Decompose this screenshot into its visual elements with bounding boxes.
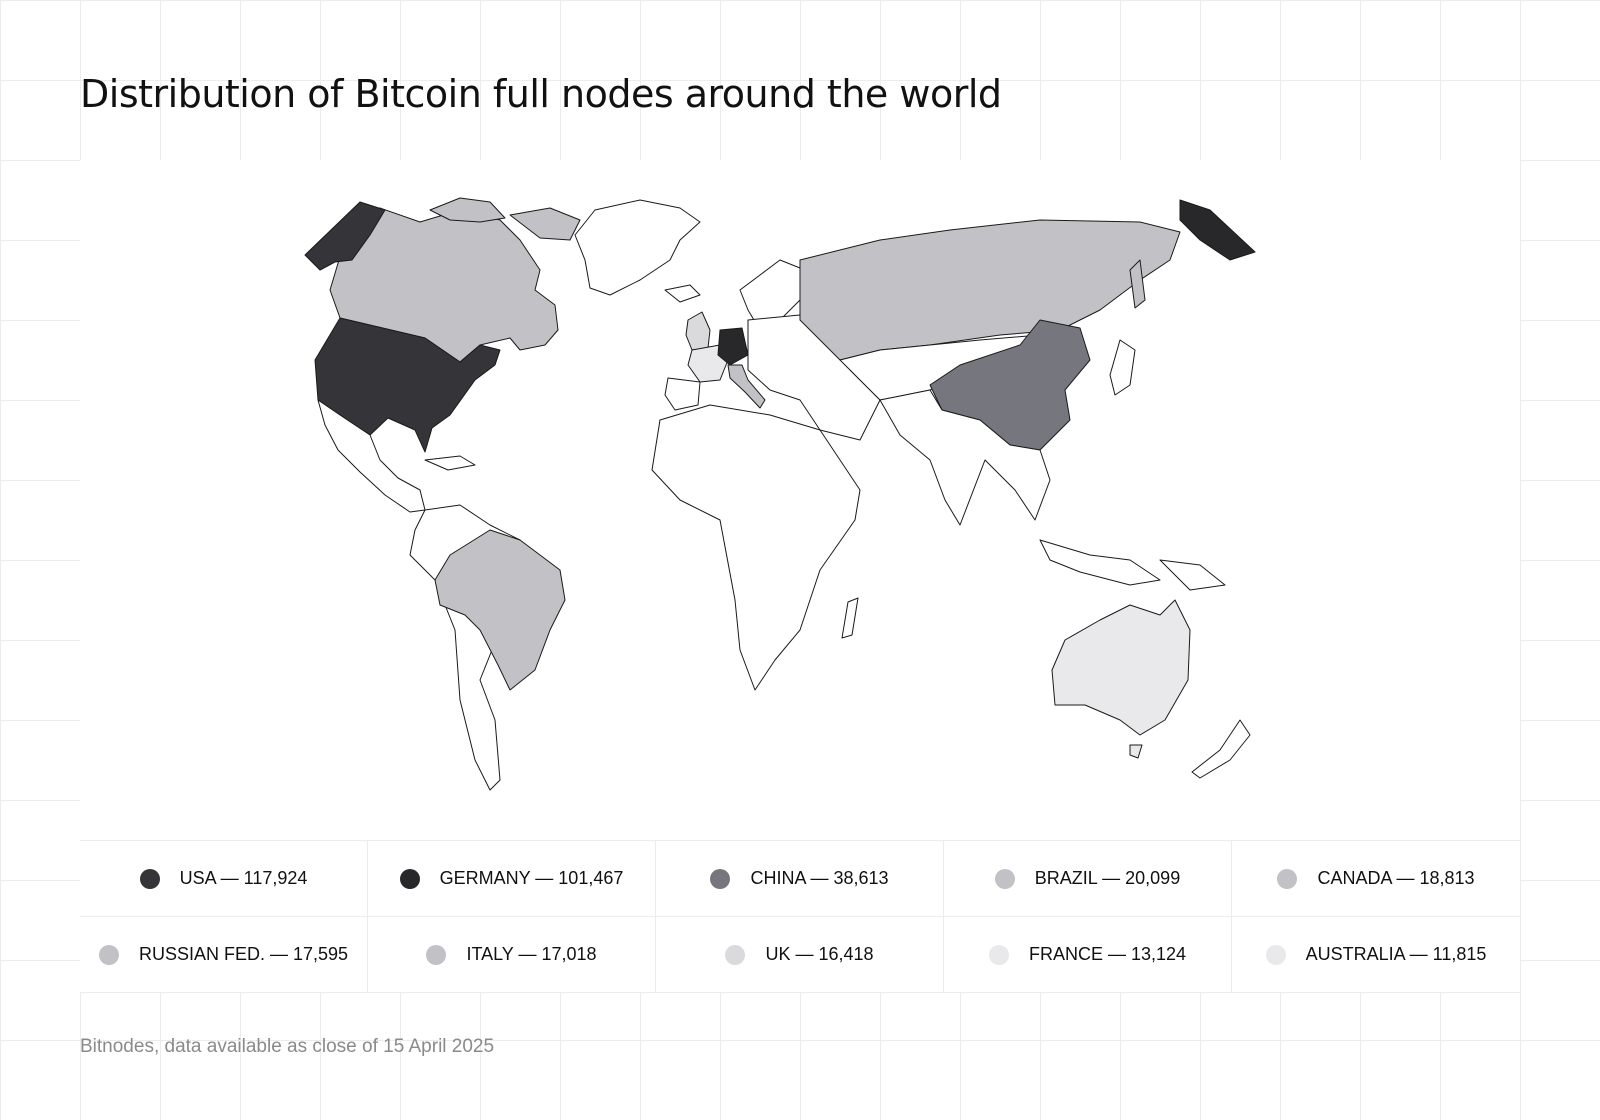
legend-swatch bbox=[710, 868, 731, 889]
legend-label: CHINA — 38,613 bbox=[750, 868, 889, 888]
region-papua bbox=[1159, 559, 1226, 591]
legend-swatch bbox=[1277, 868, 1298, 889]
legend-label: CANADA — 18,813 bbox=[1317, 868, 1475, 888]
legend-swatch bbox=[139, 868, 160, 889]
legend-swatch bbox=[399, 868, 420, 889]
source-note: Bitnodes, data available as close of 15 … bbox=[80, 1036, 495, 1057]
legend-swatch bbox=[988, 944, 1009, 965]
legend-label: FRANCE — 13,124 bbox=[1028, 944, 1187, 964]
country-iceland bbox=[664, 284, 701, 303]
country-australia[interactable] bbox=[1051, 599, 1191, 736]
region-tasmania bbox=[1129, 744, 1143, 759]
world-map-svg bbox=[304, 197, 1256, 791]
legend-label: UK — 16,418 bbox=[765, 944, 874, 964]
legend-label: USA — 117,924 bbox=[179, 868, 308, 888]
legend-label: BRAZIL — 20,099 bbox=[1034, 868, 1181, 888]
legend-item-uk: UK — 16,418 bbox=[656, 917, 944, 993]
region-scandinavia[interactable] bbox=[739, 259, 806, 331]
region-arctic-islands bbox=[429, 197, 506, 223]
map-title: Distribution of Bitcoin full nodes aroun… bbox=[80, 72, 1002, 116]
legend-swatch bbox=[725, 944, 746, 965]
country-new-zealand bbox=[1191, 719, 1251, 779]
legend-label: ITALY — 17,018 bbox=[466, 944, 597, 964]
country-greenland[interactable] bbox=[574, 199, 701, 296]
legend-item-brazil: BRAZIL — 20,099 bbox=[944, 841, 1232, 917]
legend-swatch bbox=[98, 944, 119, 965]
legend-swatch bbox=[994, 868, 1015, 889]
country-italy[interactable] bbox=[727, 364, 766, 409]
legend-item-italy: ITALY — 17,018 bbox=[368, 917, 656, 993]
region-iberia bbox=[664, 377, 701, 411]
map-legend: USA — 117,924 GERMANY — 101,467 CHINA — 38… bbox=[80, 840, 1520, 993]
country-madagascar bbox=[841, 597, 859, 639]
legend-swatch bbox=[426, 944, 447, 965]
region-indonesia bbox=[1039, 539, 1161, 586]
region-kamchatka bbox=[1129, 259, 1146, 309]
world-map bbox=[80, 160, 1520, 840]
region-alaska bbox=[304, 201, 386, 271]
legend-item-canada: CANADA — 18,813 bbox=[1232, 841, 1520, 917]
legend-item-france: FRANCE — 13,124 bbox=[944, 917, 1232, 993]
legend-label: AUSTRALIA — 11,815 bbox=[1305, 944, 1487, 964]
country-japan bbox=[1109, 339, 1136, 396]
legend-item-usa: USA — 117,924 bbox=[80, 841, 368, 917]
legend-swatch bbox=[1265, 944, 1286, 965]
legend-item-australia: AUSTRALIA — 11,815 bbox=[1232, 917, 1520, 993]
country-germany[interactable] bbox=[717, 327, 749, 366]
region-africa[interactable] bbox=[651, 404, 861, 691]
legend-label: RUSSIAN FED. — 17,595 bbox=[138, 944, 349, 964]
legend-label: GERMANY — 101,467 bbox=[439, 868, 624, 888]
legend-item-germany: GERMANY — 101,467 bbox=[368, 841, 656, 917]
region-caribbean bbox=[424, 455, 476, 471]
region-south-asia bbox=[879, 389, 1051, 526]
country-uk[interactable] bbox=[685, 311, 711, 351]
legend-item-russian-fed: RUSSIAN FED. — 17,595 bbox=[80, 917, 368, 993]
region-baffin-island bbox=[509, 207, 581, 241]
legend-item-china: CHINA — 38,613 bbox=[656, 841, 944, 917]
region-chukotka bbox=[1179, 199, 1256, 261]
country-brazil[interactable] bbox=[434, 529, 566, 691]
